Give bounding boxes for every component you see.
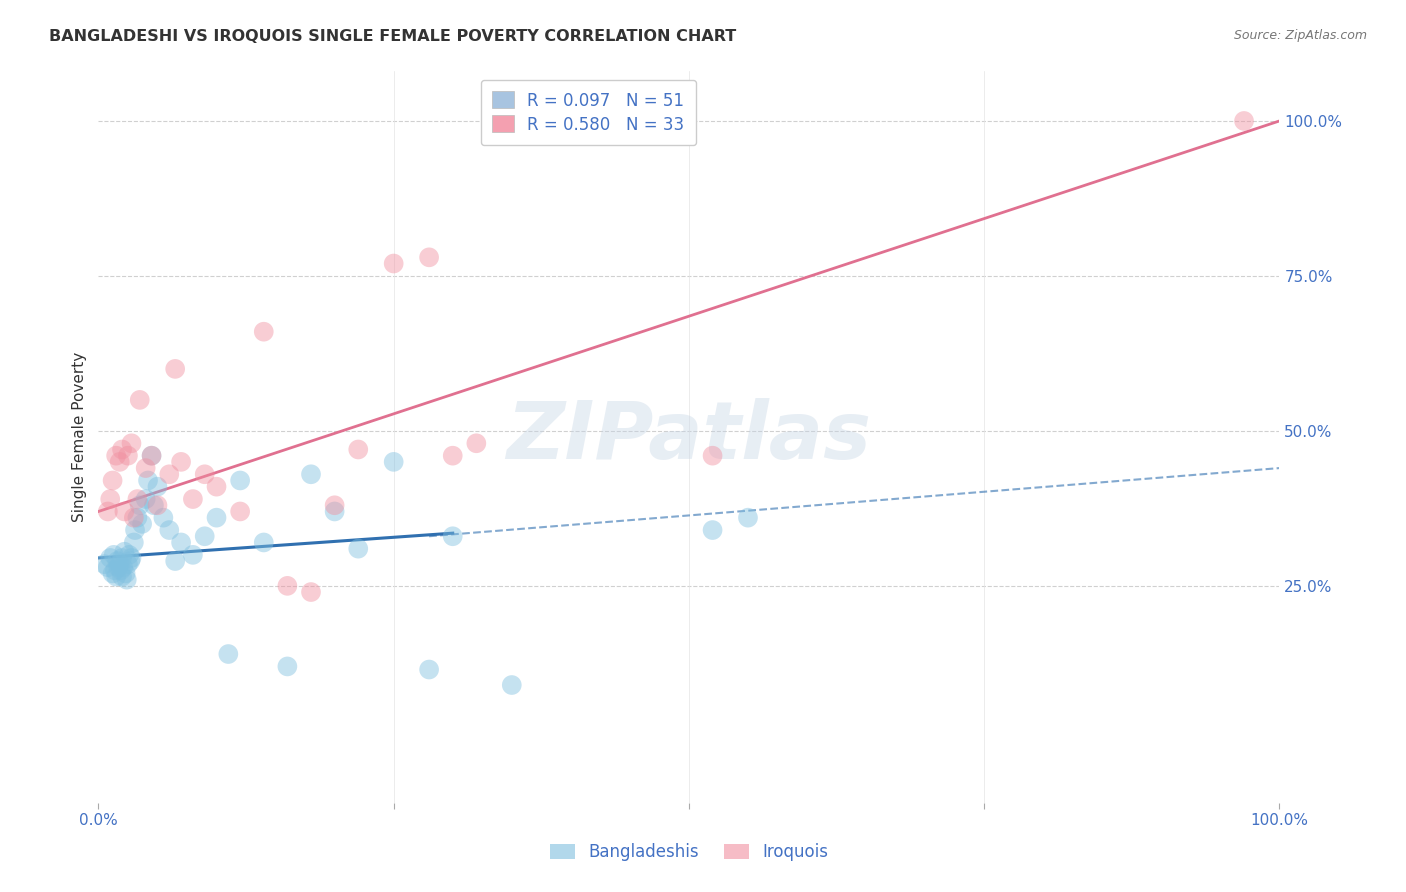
Point <box>142 498 165 512</box>
Point <box>418 663 440 677</box>
Point <box>98 491 121 506</box>
Point <box>122 510 145 524</box>
Point <box>128 498 150 512</box>
Point <box>146 498 169 512</box>
Point <box>347 541 370 556</box>
Point <box>121 551 143 566</box>
Point <box>122 535 145 549</box>
Point <box>141 449 163 463</box>
Text: ZIPatlas: ZIPatlas <box>506 398 872 476</box>
Point <box>205 480 228 494</box>
Point <box>170 455 193 469</box>
Point <box>101 566 124 581</box>
Point <box>382 256 405 270</box>
Point <box>157 523 180 537</box>
Point <box>465 436 488 450</box>
Point <box>98 551 121 566</box>
Point <box>124 523 146 537</box>
Point <box>114 566 136 581</box>
Point <box>253 325 276 339</box>
Point <box>165 554 187 568</box>
Point <box>501 678 523 692</box>
Point <box>128 392 150 407</box>
Point <box>110 563 132 577</box>
Point <box>104 563 127 577</box>
Point <box>112 504 135 518</box>
Legend: Bangladeshis, Iroquois: Bangladeshis, Iroquois <box>543 837 835 868</box>
Point <box>112 545 135 559</box>
Point <box>120 554 142 568</box>
Point <box>118 548 141 562</box>
Point <box>276 579 298 593</box>
Point <box>382 455 405 469</box>
Point <box>105 569 128 583</box>
Text: BANGLADESHI VS IROQUOIS SINGLE FEMALE POVERTY CORRELATION CHART: BANGLADESHI VS IROQUOIS SINGLE FEMALE PO… <box>49 29 737 44</box>
Point <box>323 504 346 518</box>
Point <box>418 250 440 264</box>
Point <box>112 560 135 574</box>
Point <box>441 449 464 463</box>
Point <box>121 436 143 450</box>
Point <box>229 504 252 518</box>
Point <box>127 510 149 524</box>
Point <box>702 523 724 537</box>
Point <box>117 557 139 571</box>
Point <box>105 449 128 463</box>
Point <box>152 510 174 524</box>
Point <box>276 659 298 673</box>
Point <box>146 480 169 494</box>
Point <box>157 467 180 482</box>
Point <box>97 504 120 518</box>
Point <box>253 535 276 549</box>
Point <box>111 569 134 583</box>
Point <box>205 510 228 524</box>
Point <box>229 474 252 488</box>
Point <box>347 442 370 457</box>
Point <box>108 557 131 571</box>
Point <box>135 461 157 475</box>
Point <box>101 474 124 488</box>
Point <box>111 442 134 457</box>
Point <box>111 551 134 566</box>
Point <box>97 560 120 574</box>
Point <box>165 362 187 376</box>
Point <box>107 560 129 574</box>
Point <box>105 554 128 568</box>
Point <box>702 449 724 463</box>
Point <box>441 529 464 543</box>
Point <box>737 510 759 524</box>
Point <box>108 455 131 469</box>
Point <box>136 474 159 488</box>
Point <box>127 491 149 506</box>
Text: Source: ZipAtlas.com: Source: ZipAtlas.com <box>1233 29 1367 42</box>
Point <box>194 467 217 482</box>
Point <box>217 647 239 661</box>
Point <box>299 467 322 482</box>
Point <box>103 548 125 562</box>
Point <box>131 516 153 531</box>
Point <box>299 585 322 599</box>
Point <box>181 548 204 562</box>
Point <box>323 498 346 512</box>
Point <box>170 535 193 549</box>
Point <box>194 529 217 543</box>
Point <box>115 573 138 587</box>
Y-axis label: Single Female Poverty: Single Female Poverty <box>72 352 87 522</box>
Point <box>135 491 157 506</box>
Point <box>117 449 139 463</box>
Point <box>141 449 163 463</box>
Point <box>181 491 204 506</box>
Point <box>93 557 115 571</box>
Point <box>1233 114 1256 128</box>
